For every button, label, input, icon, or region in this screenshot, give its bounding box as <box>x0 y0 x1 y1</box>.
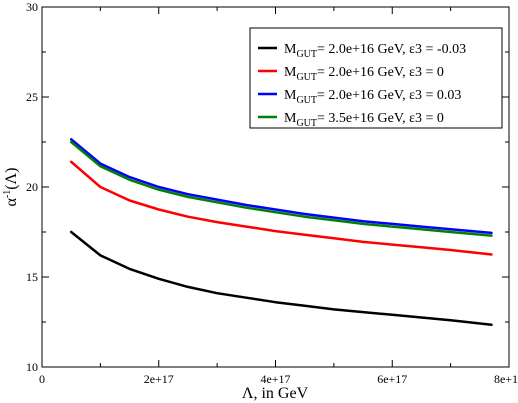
legend-label-prefix: M <box>284 65 297 80</box>
legend-label-rest: = 3.5e+16 GeV, ε3 = 0 <box>317 111 444 126</box>
legend-label-rest: = 2.0e+16 GeV, ε3 = -0.03 <box>317 42 466 57</box>
series-line-3 <box>69 138 493 235</box>
legend-label-1: MGUT= 2.0e+16 GeV, ε3 = -0.03 <box>284 42 466 60</box>
y-axis-title-main: α <box>3 198 20 207</box>
legend-label-prefix: M <box>284 111 297 126</box>
y-tick-label: 30 <box>26 0 38 14</box>
legend-label-3: MGUT= 2.0e+16 GeV, ε3 = 0.03 <box>284 88 461 106</box>
series-lines <box>69 138 493 326</box>
series-line-1 <box>69 230 493 326</box>
x-tick-label: 4e+17 <box>260 372 290 386</box>
legend-label-prefix: M <box>284 88 297 103</box>
series-line-4 <box>69 140 493 237</box>
legend-label-prefix: M <box>284 42 297 57</box>
axis-tick-labels: 0 2e+17 4e+17 6e+17 8e+17 10 15 20 25 30 <box>26 0 518 386</box>
legend-label-rest: = 2.0e+16 GeV, ε3 = 0 <box>317 65 444 80</box>
legend-label-rest: = 2.0e+16 GeV, ε3 = 0.03 <box>317 88 461 103</box>
x-axis-title: Λ, in GeV <box>242 385 309 402</box>
y-axis-title: α-1(Λ) <box>2 168 20 207</box>
x-tick-label: 2e+17 <box>144 372 174 386</box>
y-tick-label: 15 <box>26 270 38 284</box>
axis-ticks <box>41 6 510 368</box>
legend-label-2: MGUT= 2.0e+16 GeV, ε3 = 0 <box>284 65 444 83</box>
y-axis-title-tail: (Λ) <box>3 168 20 190</box>
series-line-2 <box>69 160 493 256</box>
legend-label-subscript: GUT <box>296 95 317 106</box>
legend-label-subscript: GUT <box>296 118 317 129</box>
legend-label-4: MGUT= 3.5e+16 GeV, ε3 = 0 <box>284 111 444 129</box>
x-tick-label: 6e+17 <box>377 372 407 386</box>
legend-label-subscript: GUT <box>296 72 317 83</box>
legend-box <box>249 27 503 129</box>
y-tick-label: 20 <box>26 180 38 194</box>
y-tick-label: 25 <box>26 90 38 104</box>
legend-label-subscript: GUT <box>296 49 317 60</box>
x-tick-label: 0 <box>39 372 45 386</box>
y-axis-title-superscript: -1 <box>2 190 13 198</box>
y-tick-label: 10 <box>26 360 38 374</box>
x-tick-label: 8e+17 <box>494 372 518 386</box>
